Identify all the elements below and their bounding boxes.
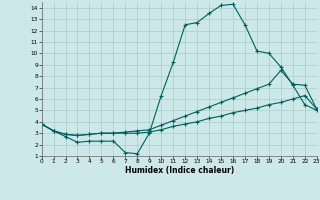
X-axis label: Humidex (Indice chaleur): Humidex (Indice chaleur) [124, 166, 234, 175]
